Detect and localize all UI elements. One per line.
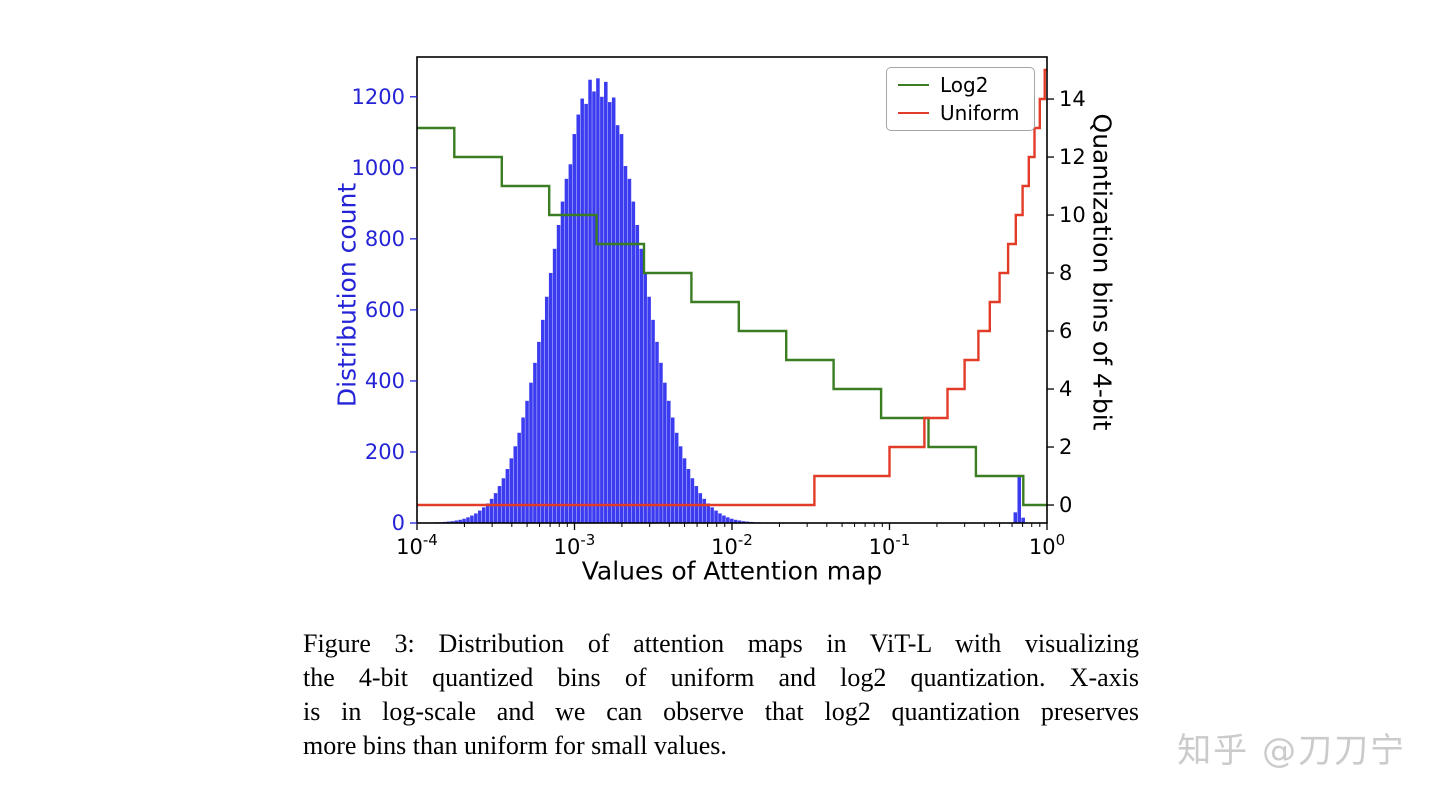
legend: Log2 Uniform: [886, 67, 1035, 131]
y-left-tick-label: 1200: [352, 85, 405, 109]
watermark: 知乎 @刀刀宁: [1177, 731, 1406, 771]
caption-line: Figure 3: Distribution of attention maps…: [303, 629, 1139, 658]
caption-line: is in log-scale and we can observe that …: [303, 697, 1139, 726]
y-right-tick-label: 12: [1059, 145, 1086, 169]
caption-line: more bins than uniform for small values.: [303, 731, 727, 760]
x-tick-label: 10-2: [711, 531, 753, 559]
log2-line: [417, 126, 1047, 507]
x-axis-label: Values of Attention map: [581, 556, 883, 586]
log2-line-swatch: [898, 84, 929, 86]
legend-item-log2: Log2: [898, 75, 1020, 95]
uniform-line-swatch: [898, 112, 929, 114]
y-right-tick-label: 10: [1059, 203, 1086, 227]
legend-label-uniform: Uniform: [940, 101, 1020, 125]
y-right-tick-label: 8: [1059, 261, 1072, 285]
histogram-bars: [434, 78, 1025, 523]
y-right-tick-label: 4: [1059, 377, 1072, 401]
y-left-tick-label: 1000: [352, 156, 405, 180]
figure-caption: Figure 3: Distribution of attention maps…: [303, 627, 1139, 763]
uniform-line: [417, 68, 1047, 507]
y-right-tick-label: 6: [1059, 319, 1072, 343]
y-left-tick-label: 0: [392, 511, 405, 535]
y-left-tick-label: 200: [365, 440, 405, 464]
y-right-label: Quantization bins of 4-bit: [1087, 113, 1117, 431]
y-left-tick-label: 600: [365, 298, 405, 322]
y-left-tick-label: 400: [365, 369, 405, 393]
y-left-tick-label: 800: [365, 227, 405, 251]
legend-item-uniform: Uniform: [898, 103, 1020, 123]
y-right-tick-label: 2: [1059, 435, 1072, 459]
legend-label-log2: Log2: [940, 73, 989, 97]
y-right-tick-label: 14: [1059, 87, 1086, 111]
x-tick-label: 10-1: [869, 531, 911, 559]
x-tick-label: 10-4: [396, 531, 438, 559]
y-left-label: Distribution count: [332, 182, 362, 408]
y-right-tick-label: 0: [1059, 493, 1072, 517]
x-tick-label: 10-3: [554, 531, 596, 559]
x-tick-label: 100: [1029, 531, 1065, 559]
caption-line: the 4-bit quantized bins of uniform and …: [303, 663, 1139, 692]
